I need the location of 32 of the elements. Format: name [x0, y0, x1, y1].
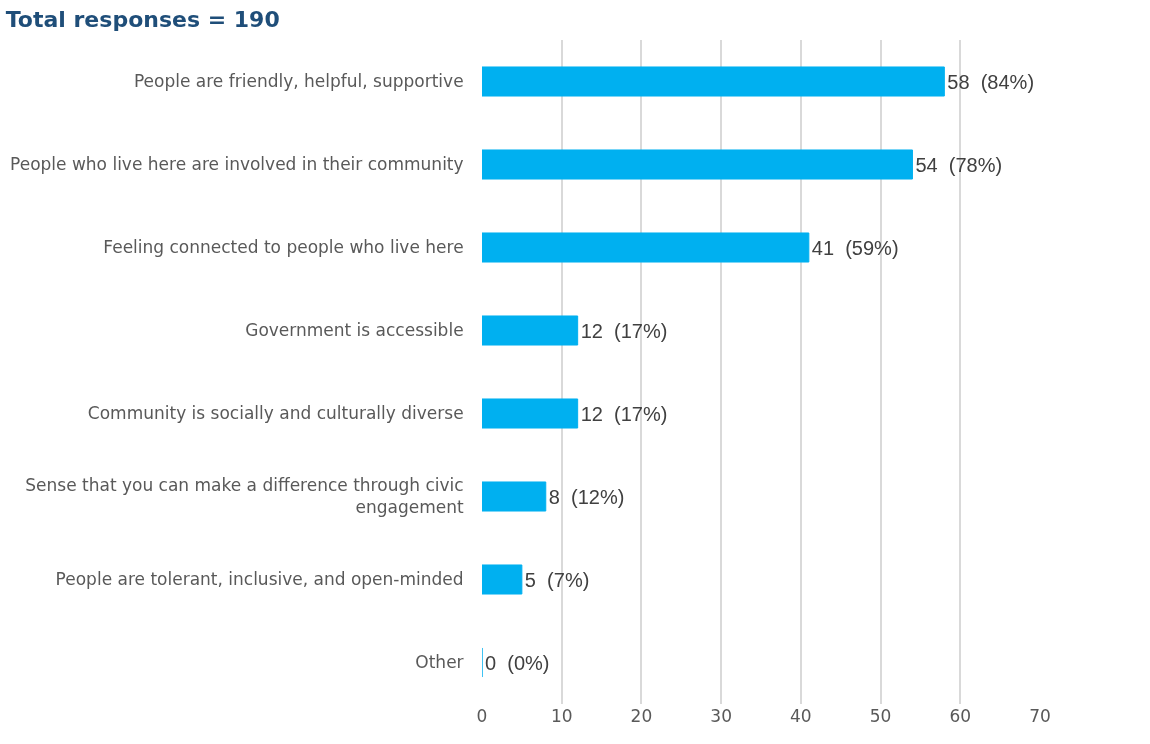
y-tick-label: People are tolerant, inclusive, and open-minded	[55, 569, 464, 590]
y-tick-label: Community is socially and culturally diverse	[87, 403, 464, 424]
data-label: 41 (59%)	[811, 236, 899, 259]
y-tick-label: Sense that you can make a difference through civic engagement	[25, 475, 464, 518]
bar	[482, 315, 579, 346]
bar	[482, 564, 523, 595]
y-tick-label: Feeling connected to people who live here	[103, 237, 464, 258]
bar	[482, 66, 945, 97]
text: Total responses = 190	[5, 6, 280, 32]
x-tick-label: 30	[710, 706, 732, 726]
data-label: 58 (84%)	[947, 70, 1035, 93]
x-tick-label: 70	[1029, 706, 1051, 726]
y-tick-label: Other	[415, 652, 464, 673]
bar	[482, 232, 810, 263]
data-label: 12 (17%)	[580, 402, 668, 425]
bar	[482, 481, 547, 512]
x-tick-label: 20	[630, 706, 653, 726]
y-tick-label: People are friendly, helpful, supportive	[133, 71, 464, 92]
x-tick-label: 10	[550, 706, 573, 726]
x-tick-label: 0	[476, 706, 488, 726]
data-label: 12 (17%)	[580, 319, 668, 342]
x-tick-label: 40	[790, 706, 812, 726]
data-label: 8 (12%)	[548, 485, 625, 508]
x-tick-label: 60	[949, 706, 972, 726]
data-label: 5 (7%)	[524, 568, 590, 591]
data-label: 0 (0%)	[485, 651, 550, 674]
data-label: 54 (78%)	[915, 153, 1003, 176]
bar	[482, 149, 913, 180]
y-tick-label: Government is accessible	[245, 320, 464, 341]
bar	[482, 398, 579, 429]
y-tick-label: People who live here are involved in their community	[10, 154, 464, 175]
x-tick-label: 50	[869, 706, 892, 726]
